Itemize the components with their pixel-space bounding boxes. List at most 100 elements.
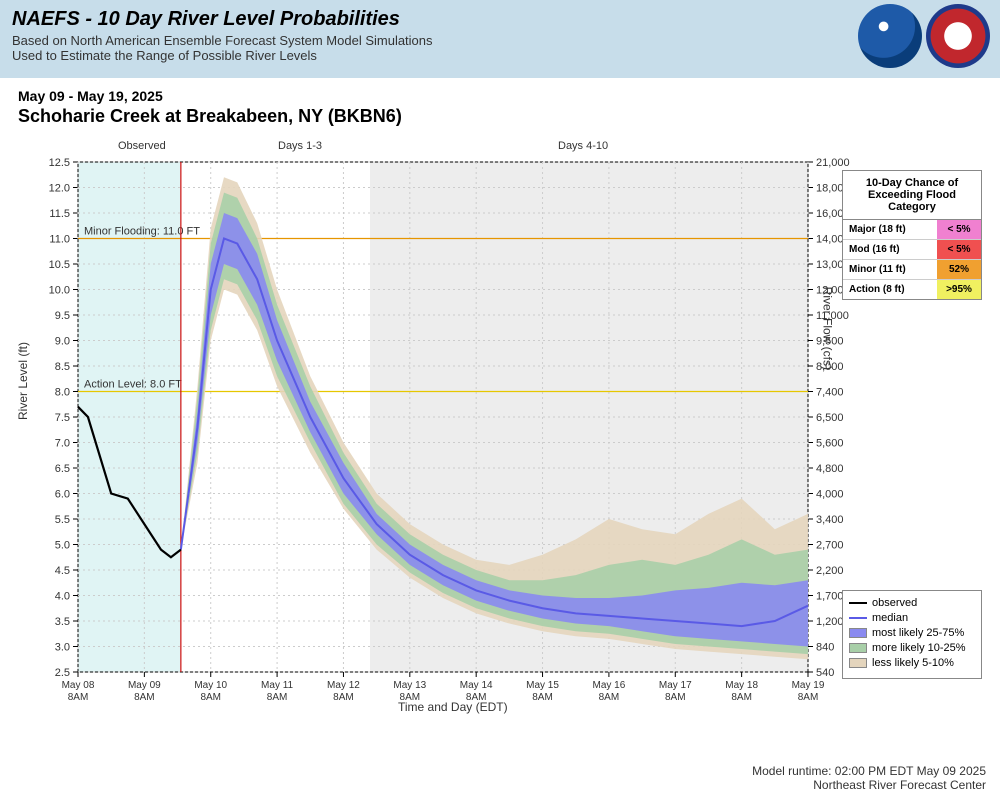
legend-swatch-icon — [849, 658, 867, 668]
legend-swatch-icon — [849, 643, 867, 653]
flood-table-row: Mod (16 ft)< 5% — [843, 240, 981, 260]
flood-table-row: Major (18 ft)< 5% — [843, 220, 981, 240]
svg-text:1,700: 1,700 — [816, 591, 844, 603]
svg-text:May 16: May 16 — [593, 680, 626, 691]
svg-text:May 11: May 11 — [261, 680, 293, 691]
legend-item: most likely 25-75% — [849, 627, 975, 639]
footer: Model runtime: 02:00 PM EDT May 09 2025 … — [752, 764, 986, 792]
flood-percent: 52% — [937, 260, 981, 279]
svg-text:2.5: 2.5 — [55, 667, 70, 679]
svg-text:10.5: 10.5 — [49, 259, 70, 271]
svg-text:6.5: 6.5 — [55, 463, 70, 475]
svg-text:May 12: May 12 — [327, 680, 360, 691]
location-title: Schoharie Creek at Breakabeen, NY (BKBN6… — [18, 106, 982, 127]
legend-item: less likely 5-10% — [849, 657, 975, 669]
legend-item: median — [849, 612, 975, 624]
svg-text:May 13: May 13 — [393, 680, 426, 691]
legend-swatch-icon — [849, 602, 867, 604]
svg-text:5.0: 5.0 — [55, 540, 70, 552]
svg-text:8AM: 8AM — [333, 692, 354, 703]
flood-percent: < 5% — [937, 220, 981, 239]
svg-text:8AM: 8AM — [599, 692, 620, 703]
svg-text:8AM: 8AM — [532, 692, 553, 703]
svg-text:2,200: 2,200 — [816, 565, 844, 577]
svg-text:8AM: 8AM — [200, 692, 221, 703]
header-sub1: Based on North American Ensemble Forecas… — [12, 33, 988, 48]
model-runtime: Model runtime: 02:00 PM EDT May 09 2025 — [752, 764, 986, 778]
svg-text:May 17: May 17 — [659, 680, 692, 691]
svg-text:2,700: 2,700 — [816, 540, 844, 552]
svg-text:May 14: May 14 — [460, 680, 493, 691]
svg-text:9.5: 9.5 — [55, 310, 70, 322]
svg-text:9.0: 9.0 — [55, 336, 70, 348]
svg-text:540: 540 — [816, 667, 834, 679]
svg-text:May 10: May 10 — [194, 680, 227, 691]
svg-text:4.0: 4.0 — [55, 591, 70, 603]
legend-label: observed — [872, 597, 917, 609]
legend-label: more likely 10-25% — [872, 642, 966, 654]
legend-swatch-icon — [849, 628, 867, 638]
svg-text:3.5: 3.5 — [55, 616, 70, 628]
chart-legend: observed median most likely 25-75% more lik… — [842, 590, 982, 679]
svg-text:May 18: May 18 — [725, 680, 758, 691]
svg-text:12.0: 12.0 — [49, 183, 70, 195]
svg-text:8AM: 8AM — [798, 692, 819, 703]
flood-table-row: Action (8 ft)>95% — [843, 280, 981, 299]
svg-text:5.5: 5.5 — [55, 514, 70, 526]
legend-item: more likely 10-25% — [849, 642, 975, 654]
svg-text:6.0: 6.0 — [55, 489, 70, 501]
legend-item: observed — [849, 597, 975, 609]
svg-text:8AM: 8AM — [731, 692, 752, 703]
header-banner: NAEFS - 10 Day River Level Probabilities… — [0, 0, 1000, 78]
chart-meta: May 09 - May 19, 2025 Schoharie Creek at… — [0, 78, 1000, 127]
svg-text:4,000: 4,000 — [816, 489, 844, 501]
chart-container: Observed Days 1-3 Days 4-10 2.53.03.54.0… — [18, 140, 982, 720]
svg-text:8.5: 8.5 — [55, 361, 70, 373]
legend-label: median — [872, 612, 908, 624]
svg-text:May 08: May 08 — [62, 680, 95, 691]
flood-category: Mod (16 ft) — [843, 240, 937, 259]
svg-text:11.0: 11.0 — [49, 234, 70, 246]
svg-text:6,500: 6,500 — [816, 412, 844, 424]
svg-text:8AM: 8AM — [665, 692, 686, 703]
svg-text:12.5: 12.5 — [49, 157, 70, 169]
header-logos — [858, 4, 990, 68]
svg-text:May 19: May 19 — [792, 680, 825, 691]
probability-chart: 2.5 3.0 3.5 4.0 4.5 5.0 5.5 6.0 6.5 7.0 7.5 8.0 8.5 9… — [18, 140, 982, 720]
legend-swatch-icon — [849, 617, 867, 619]
svg-text:7.0: 7.0 — [55, 438, 70, 450]
svg-text:Action Level: 8.0 FT: Action Level: 8.0 FT — [84, 379, 182, 391]
noaa-logo-icon — [858, 4, 922, 68]
legend-label: less likely 5-10% — [872, 657, 954, 669]
y-axis-left-label: River Level (ft) — [16, 342, 30, 420]
flood-category: Action (8 ft) — [843, 280, 937, 299]
flood-probability-table: 10-Day Chance of Exceeding Flood Categor… — [842, 170, 982, 300]
svg-text:1,200: 1,200 — [816, 616, 844, 628]
flood-table-row: Minor (11 ft)52% — [843, 260, 981, 280]
flood-percent: >95% — [937, 280, 981, 299]
date-range: May 09 - May 19, 2025 — [18, 88, 982, 104]
svg-text:3,400: 3,400 — [816, 514, 844, 526]
svg-text:21,000: 21,000 — [816, 157, 850, 169]
svg-text:8AM: 8AM — [68, 692, 89, 703]
legend-label: most likely 25-75% — [872, 627, 964, 639]
svg-text:May 15: May 15 — [526, 680, 559, 691]
svg-text:4.5: 4.5 — [55, 565, 70, 577]
svg-text:5,600: 5,600 — [816, 438, 844, 450]
forecast-center: Northeast River Forecast Center — [752, 778, 986, 792]
svg-text:May 09: May 09 — [128, 680, 161, 691]
svg-text:8.0: 8.0 — [55, 387, 70, 399]
svg-text:Minor Flooding: 11.0 FT: Minor Flooding: 11.0 FT — [84, 226, 200, 238]
x-axis-label: Time and Day (EDT) — [398, 700, 508, 714]
svg-text:7,400: 7,400 — [816, 387, 844, 399]
y-axis-right-label: River Flow (cfs) — [820, 287, 834, 370]
flood-table-title: 10-Day Chance of Exceeding Flood Categor… — [843, 171, 981, 220]
header-sub2: Used to Estimate the Range of Possible R… — [12, 48, 988, 63]
svg-text:7.5: 7.5 — [55, 412, 70, 424]
svg-text:3.0: 3.0 — [55, 642, 70, 654]
flood-percent: < 5% — [937, 240, 981, 259]
svg-text:840: 840 — [816, 642, 834, 654]
flood-category: Major (18 ft) — [843, 220, 937, 239]
svg-text:10.0: 10.0 — [49, 285, 70, 297]
svg-text:8AM: 8AM — [267, 692, 288, 703]
